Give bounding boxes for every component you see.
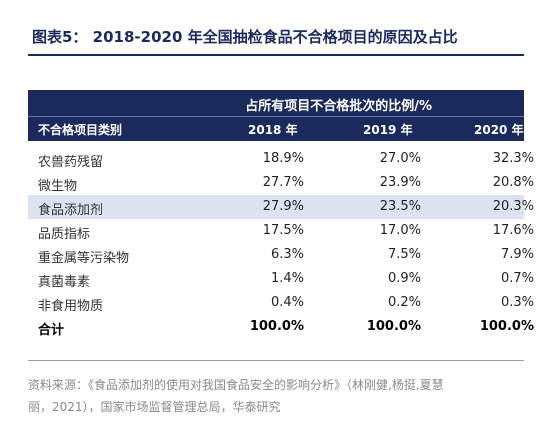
value-2018: 17.5%	[262, 223, 304, 238]
value-2018: 100.0%	[249, 319, 304, 334]
row-category: 微生物	[38, 179, 78, 194]
data-table: 占所有项目不合格批次的比例/% 不合格项目类别 2018 年 2019 年 20…	[28, 90, 534, 339]
table-row-highlighted: 食品添加剂 27.9% 23.5% 20.3%	[28, 195, 534, 219]
value-2018: 6.3%	[270, 247, 304, 262]
value-2020: 7.9%	[500, 247, 534, 262]
row-category: 食品添加剂	[38, 203, 104, 218]
value-2019: 23.5%	[379, 199, 421, 214]
column-header-2018: 2018 年	[248, 123, 298, 137]
table-header-span: 占所有项目不合格批次的比例/%	[28, 90, 524, 116]
row-category: 真菌毒素	[38, 275, 91, 290]
value-2018: 0.4%	[270, 295, 304, 310]
value-2018: 1.4%	[270, 271, 304, 286]
value-2019: 27.0%	[379, 151, 421, 166]
title-bar: 图表5： 2018-2020 年全国抽检食品不合格项目的原因及占比	[28, 14, 524, 56]
table-row: 微生物 27.7% 23.9% 20.8%	[28, 171, 534, 195]
value-2019: 0.9%	[387, 271, 421, 286]
value-2019: 17.0%	[379, 223, 421, 238]
row-category: 品质指标	[38, 227, 91, 242]
value-2020: 100.0%	[479, 319, 534, 334]
value-2019: 0.2%	[387, 295, 421, 310]
value-2019: 7.5%	[387, 247, 421, 262]
row-category: 非食用物质	[38, 299, 104, 314]
figure-title: 图表5： 2018-2020 年全国抽检食品不合格项目的原因及占比	[32, 28, 458, 46]
value-2018: 18.9%	[262, 151, 304, 166]
source-line-2: 丽，2021），国家市场监督管理总局，华泰研究	[28, 400, 281, 414]
table-row: 非食用物质 0.4% 0.2% 0.3%	[28, 291, 534, 315]
span-header-label: 占所有项目不合格批次的比例/%	[245, 99, 432, 114]
table-row-total: 合计 100.0% 100.0% 100.0%	[28, 315, 534, 339]
table-header-columns: 不合格项目类别 2018 年 2019 年 2020 年	[28, 116, 524, 141]
row-category: 农兽药残留	[38, 155, 104, 170]
value-2019: 100.0%	[366, 319, 421, 334]
value-2020: 0.3%	[500, 295, 534, 310]
column-header-2019: 2019 年	[363, 123, 413, 137]
value-2020: 32.3%	[492, 151, 534, 166]
table-row: 真菌毒素 1.4% 0.9% 0.7%	[28, 267, 534, 291]
value-2020: 20.8%	[492, 175, 534, 190]
value-2020: 17.6%	[492, 223, 534, 238]
source-line-1: 资料来源：《食品添加剂的使用对我国食品安全的影响分析》（林刚健,杨挺,夏慧	[28, 378, 444, 392]
value-2019: 23.9%	[379, 175, 421, 190]
value-2020: 0.7%	[500, 271, 534, 286]
value-2018: 27.7%	[262, 175, 304, 190]
value-2020: 20.3%	[492, 199, 534, 214]
row-category: 合计	[38, 323, 65, 338]
table-row: 品质指标 17.5% 17.0% 17.6%	[28, 219, 534, 243]
source-note: 资料来源：《食品添加剂的使用对我国食品安全的影响分析》（林刚健,杨挺,夏慧 丽，…	[28, 374, 524, 418]
column-header-category: 不合格项目类别	[38, 123, 123, 137]
value-2018: 27.9%	[262, 199, 304, 214]
table-row: 重金属等污染物 6.3% 7.5% 7.9%	[28, 243, 534, 267]
table-row: 农兽药残留 18.9% 27.0% 32.3%	[28, 147, 534, 171]
row-category: 重金属等污染物	[38, 251, 130, 266]
column-header-2020: 2020 年	[474, 123, 524, 137]
divider	[28, 360, 524, 361]
